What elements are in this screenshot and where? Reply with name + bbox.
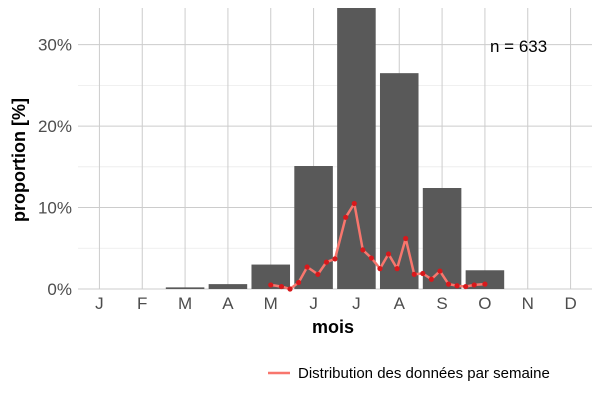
weekly-point-17 [420,270,426,277]
weekly-point-3 [295,279,302,286]
y-tick-label: 20% [38,117,72,136]
line-points-layer [268,200,488,292]
y-tick-label: 0% [47,280,72,299]
bar-M-2 [165,287,205,289]
x-tick-label-10: N [522,294,534,313]
weekly-point-23 [471,282,477,288]
bar-layer [165,8,505,289]
weekly-point-16 [411,271,417,277]
x-tick-label-4: M [264,294,278,313]
y-tick-label: 10% [38,199,72,218]
x-tick-label-6: J [352,294,361,313]
weekly-point-21 [454,283,460,289]
x-tick-label-11: D [564,294,576,313]
weekly-point-13 [385,251,392,257]
weekly-point-8 [343,214,349,220]
bar-A-3 [208,284,248,289]
weekly-point-15 [403,235,409,242]
y-axis-title: proportion [%] [9,98,29,222]
weekly-point-6 [323,259,330,265]
weekly-point-4 [304,264,310,270]
weekly-point-9 [351,200,357,207]
x-tick-label-5: J [309,294,318,313]
x-tick-label-9: O [478,294,491,313]
bar-J-6 [337,8,376,289]
weekly-point-18 [428,276,434,282]
x-tick-label-8: S [436,294,447,313]
x-tick-label-3: A [222,294,234,313]
weekly-point-19 [437,268,443,274]
y-tick-labels: 0% 10% 20% 30% [38,36,72,299]
weekly-point-20 [445,281,452,287]
weekly-point-22 [463,283,469,290]
weekly-point-14 [394,266,400,272]
weekly-point-5 [315,271,321,277]
weekly-point-1 [278,283,285,290]
legend-label: Distribution des données par semaine [298,365,550,382]
legend: Distribution des données par semaine [268,365,550,382]
x-axis-title: mois [312,317,354,337]
weekly-point-24 [482,281,488,287]
x-tick-label-1: F [137,294,147,313]
x-tick-label-0: J [95,294,104,313]
x-tick-label-7: A [394,294,406,313]
weekly-point-11 [368,255,375,261]
x-tick-label-2: M [178,294,192,313]
bar-J-5 [294,166,333,289]
weekly-point-2 [287,286,293,292]
weekly-point-12 [377,266,383,272]
weekly-point-0 [268,282,274,288]
y-tick-label: 30% [38,36,72,55]
weekly-point-10 [360,247,366,253]
sample-size-annotation: n = 633 [490,37,547,56]
weekly-point-7 [332,256,338,262]
